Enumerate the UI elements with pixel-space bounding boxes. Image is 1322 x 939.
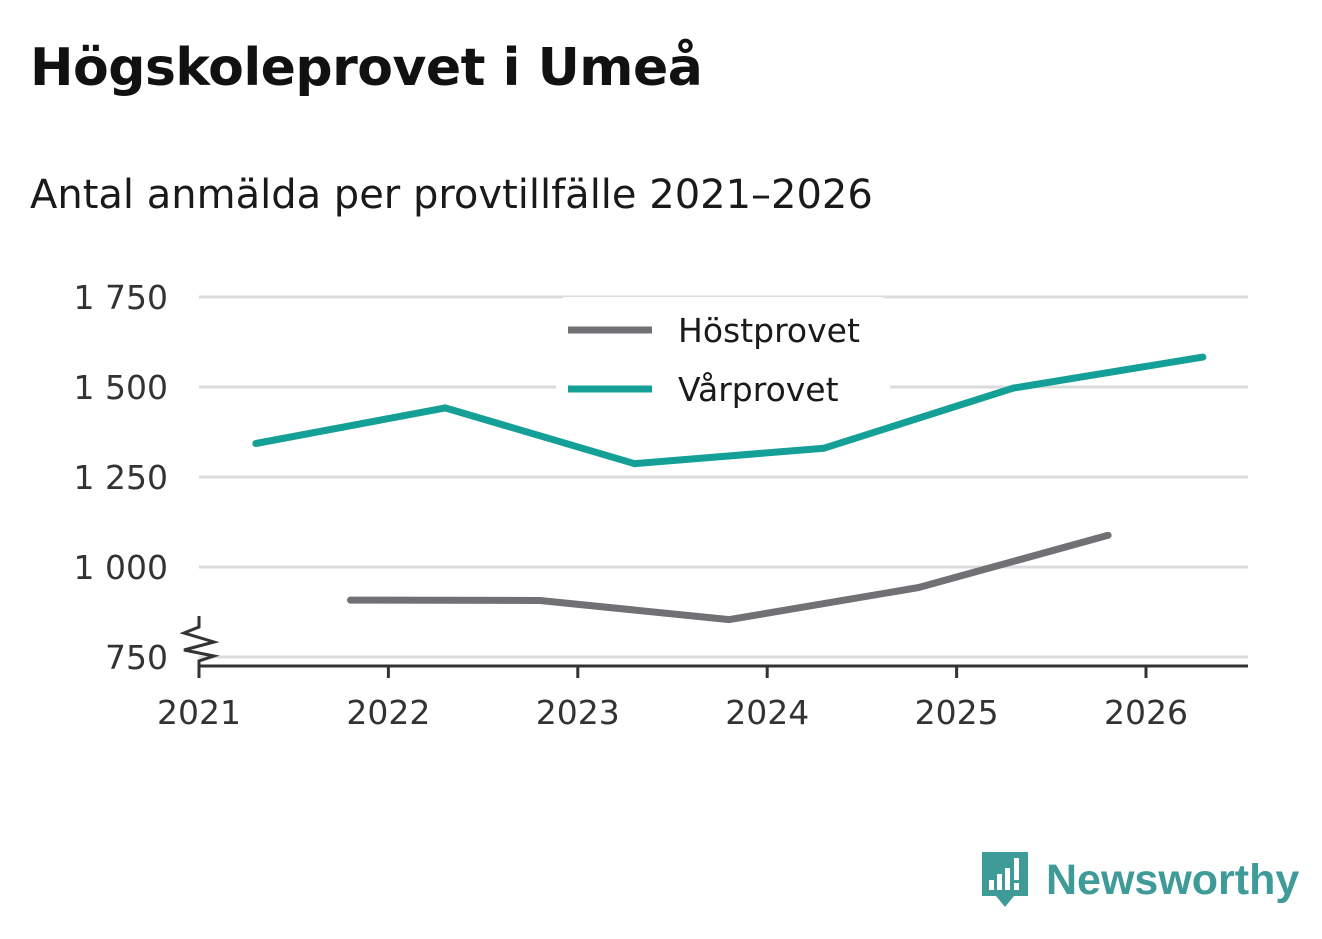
data-point — [441, 404, 449, 412]
x-tick-label: 2024 — [725, 693, 809, 732]
data-point — [631, 460, 639, 468]
chart-subtitle: Antal anmälda per provtillfälle 2021–202… — [30, 172, 873, 218]
x-tick-label: 2022 — [346, 693, 430, 732]
series-lines — [252, 353, 1207, 624]
x-tick-label: 2023 — [536, 693, 620, 732]
legend: Höstprovet Vårprovet — [556, 297, 890, 423]
newsworthy-logo-icon — [982, 852, 1028, 907]
y-tick-label: 1 000 — [74, 548, 168, 587]
data-point — [915, 584, 923, 592]
data-point — [1199, 353, 1207, 361]
legend-label: Höstprovet — [678, 311, 860, 350]
brand-name: Newsworthy — [1046, 855, 1300, 904]
series-line-hostprovet — [350, 531, 1110, 624]
y-tick-label: 1 250 — [74, 458, 168, 497]
series-line-varprovet — [255, 353, 1204, 468]
data-point — [252, 440, 260, 448]
axis-break-icon — [179, 616, 220, 666]
y-tick-label: 1 750 — [74, 278, 168, 317]
data-point — [347, 596, 355, 604]
legend-label: Vårprovet — [678, 370, 839, 409]
data-point — [725, 616, 733, 624]
data-point — [536, 596, 544, 604]
y-tick-label: 750 — [105, 638, 168, 677]
x-tick-label: 2021 — [157, 693, 241, 732]
x-tick-label: 2026 — [1104, 693, 1188, 732]
axes: 750 1 000 1 250 1 500 1 750 2021 2022 2023 2024 2… — [74, 278, 1248, 732]
y-tick-label: 1 500 — [74, 368, 168, 407]
x-tick-label: 2025 — [915, 693, 999, 732]
grid-lines — [199, 295, 1248, 659]
chart-title: Högskoleprovet i Umeå — [30, 38, 703, 98]
data-point — [1009, 384, 1017, 392]
data-point — [1104, 531, 1112, 539]
data-point — [820, 444, 828, 452]
brand-logo: Newsworthy — [980, 848, 1299, 912]
